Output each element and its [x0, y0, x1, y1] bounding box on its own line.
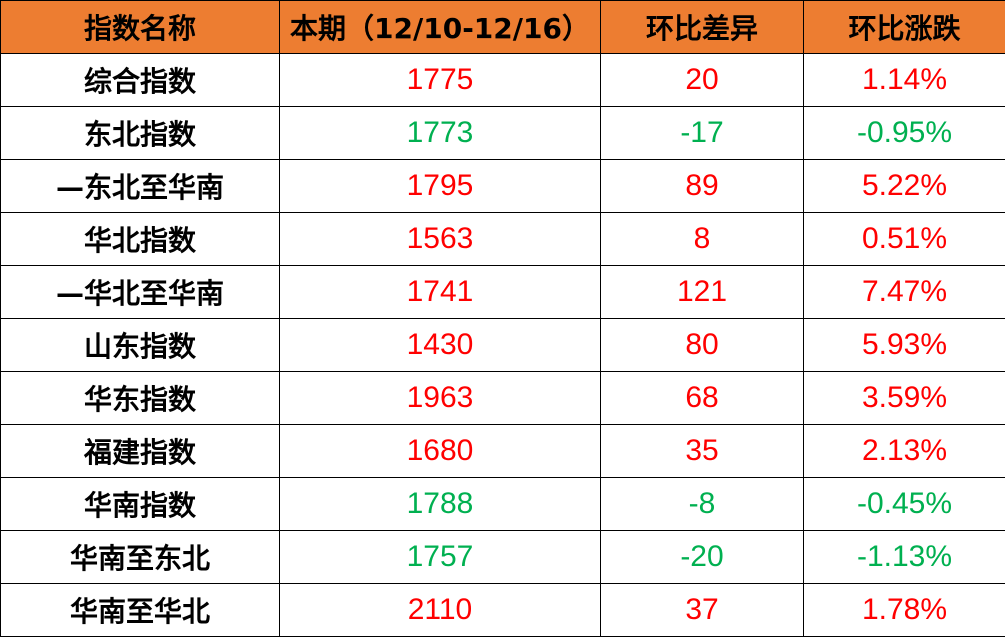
row-name: 综合指数 [0, 53, 280, 107]
table-row: 东北指数 1773 -17 -0.95% [0, 106, 1005, 160]
row-change: 5.22% [803, 159, 1005, 213]
row-diff: 89 [600, 159, 804, 213]
table-row: 山东指数 1430 80 5.93% [0, 318, 1005, 372]
header-current: 本期（12/10-12/16） [279, 0, 601, 54]
row-diff: 80 [600, 318, 804, 372]
row-change: 7.47% [803, 265, 1005, 319]
row-name: 华南至东北 [0, 530, 280, 584]
row-current: 1741 [279, 265, 601, 319]
row-change: -0.95% [803, 106, 1005, 160]
row-change: 1.78% [803, 583, 1005, 637]
row-change: 2.13% [803, 424, 1005, 478]
row-name: 东北指数 [0, 106, 280, 160]
header-diff: 环比差异 [600, 0, 804, 54]
row-diff: 20 [600, 53, 804, 107]
table-row: 华东指数 1963 68 3.59% [0, 371, 1005, 425]
row-change: 3.59% [803, 371, 1005, 425]
row-diff: -20 [600, 530, 804, 584]
row-change: -0.45% [803, 477, 1005, 531]
row-diff: -17 [600, 106, 804, 160]
row-current: 1757 [279, 530, 601, 584]
row-diff: -8 [600, 477, 804, 531]
table-row: 综合指数 1775 20 1.14% [0, 53, 1005, 107]
row-name: 福建指数 [0, 424, 280, 478]
header-name: 指数名称 [0, 0, 280, 54]
row-current: 1680 [279, 424, 601, 478]
row-diff: 37 [600, 583, 804, 637]
row-current: 1430 [279, 318, 601, 372]
row-name: 华南指数 [0, 477, 280, 531]
row-current: 1773 [279, 106, 601, 160]
table-row: 华南至东北 1757 -20 -1.13% [0, 530, 1005, 584]
row-current: 1788 [279, 477, 601, 531]
row-change: 1.14% [803, 53, 1005, 107]
row-name: 山东指数 [0, 318, 280, 372]
table-row: 华南指数 1788 -8 -0.45% [0, 477, 1005, 531]
table-row: 华北指数 1563 8 0.51% [0, 212, 1005, 266]
row-diff: 121 [600, 265, 804, 319]
table-row: —华北至华南 1741 121 7.47% [0, 265, 1005, 319]
row-diff: 68 [600, 371, 804, 425]
header-change: 环比涨跌 [803, 0, 1005, 54]
row-name: 华南至华北 [0, 583, 280, 637]
row-current: 1563 [279, 212, 601, 266]
row-name: 华东指数 [0, 371, 280, 425]
row-name: —华北至华南 [0, 265, 280, 319]
header-row: 指数名称 本期（12/10-12/16） 环比差异 环比涨跌 [0, 0, 1005, 54]
row-current: 1963 [279, 371, 601, 425]
row-name: 华北指数 [0, 212, 280, 266]
row-diff: 8 [600, 212, 804, 266]
row-current: 1775 [279, 53, 601, 107]
row-current: 1795 [279, 159, 601, 213]
table-row: 华南至华北 2110 37 1.78% [0, 583, 1005, 637]
row-current: 2110 [279, 583, 601, 637]
row-change: -1.13% [803, 530, 1005, 584]
row-diff: 35 [600, 424, 804, 478]
row-change: 0.51% [803, 212, 1005, 266]
table-row: 福建指数 1680 35 2.13% [0, 424, 1005, 478]
table-row: —东北至华南 1795 89 5.22% [0, 159, 1005, 213]
row-change: 5.93% [803, 318, 1005, 372]
row-name: —东北至华南 [0, 159, 280, 213]
